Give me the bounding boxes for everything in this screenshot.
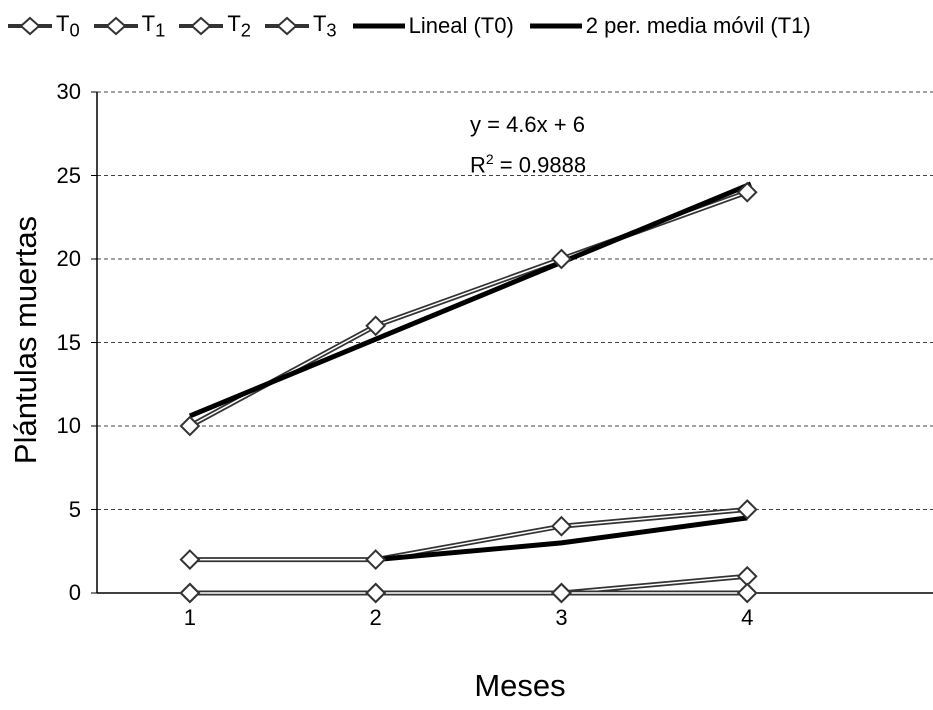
thick-line-icon [352,23,405,29]
x-tick-label: 4 [741,605,754,630]
legend: T0 T1 T2 T3 Lineal (T0) 2 per. media móv… [6,6,823,46]
data-point-t3 [736,582,758,604]
series-line-t0 [188,189,749,429]
legend-item-linear-trend: Lineal (T0) [349,13,514,39]
x-tick-label: 2 [369,605,382,630]
equation-text: y = 4.6x + 6 [470,112,585,137]
thick-line-icon [529,23,582,29]
linear-trendline [188,181,752,419]
x-axis-title: Meses [474,668,566,703]
data-point-t1 [179,549,201,571]
data-point-t0 [179,415,201,437]
data-point-t0 [551,248,572,270]
trendline-equation: y = 4.6x + 6 R2 = 0.9888 [470,108,586,182]
legend-item-moving-average: 2 per. media móvil (T1) [526,13,811,39]
x-tick-label: 1 [183,605,196,630]
legend-item-t0: T0 [6,11,80,41]
data-point-t3 [179,582,201,604]
legend-item-t1: T1 [92,10,166,41]
y-axis-title: Plántulas muertas [8,215,43,465]
legend-label: Lineal (T0) [408,13,514,38]
legend-label: T3 [312,10,337,41]
legend-label: T1 [141,10,166,41]
data-point-t0 [736,181,758,203]
data-point-t3 [365,582,387,604]
y-tick-label: 15 [56,329,81,355]
legend-label: T0 [56,10,80,41]
legend-item-t2: T2 [177,11,251,41]
y-tick-label: 5 [68,496,81,522]
data-point-t1 [551,515,572,537]
series-line-core-t1 [189,508,748,561]
gridlines [97,91,933,510]
data-point-t0 [365,315,387,337]
y-tick-label: 0 [68,580,81,605]
y-tick-label: 10 [56,413,81,438]
series-line-t2 [189,573,748,596]
diamond-line-icon [93,16,138,36]
y-tick-label: 30 [56,79,81,104]
data-point-t1 [365,549,387,571]
trendlines [188,181,752,563]
x-tick-label: 3 [555,605,568,630]
data-point-t3 [551,582,572,604]
diamond-line-icon [179,16,224,36]
r-squared-text: R2 = 0.9888 [470,151,587,178]
series-lines [188,189,749,596]
data-point-t1 [736,499,758,520]
diamond-line-icon [264,16,309,36]
diamond-line-icon [8,16,52,36]
legend-item-t3: T3 [263,11,337,41]
series-markers [179,181,758,604]
y-tick-label: 20 [56,246,81,271]
series-line-core-t0 [189,191,748,427]
legend-label: T2 [227,10,251,41]
moving-average-trendline [375,515,748,563]
y-tick-label: 25 [56,162,81,188]
legend-label: 2 per. media móvil (T1) [585,13,811,38]
